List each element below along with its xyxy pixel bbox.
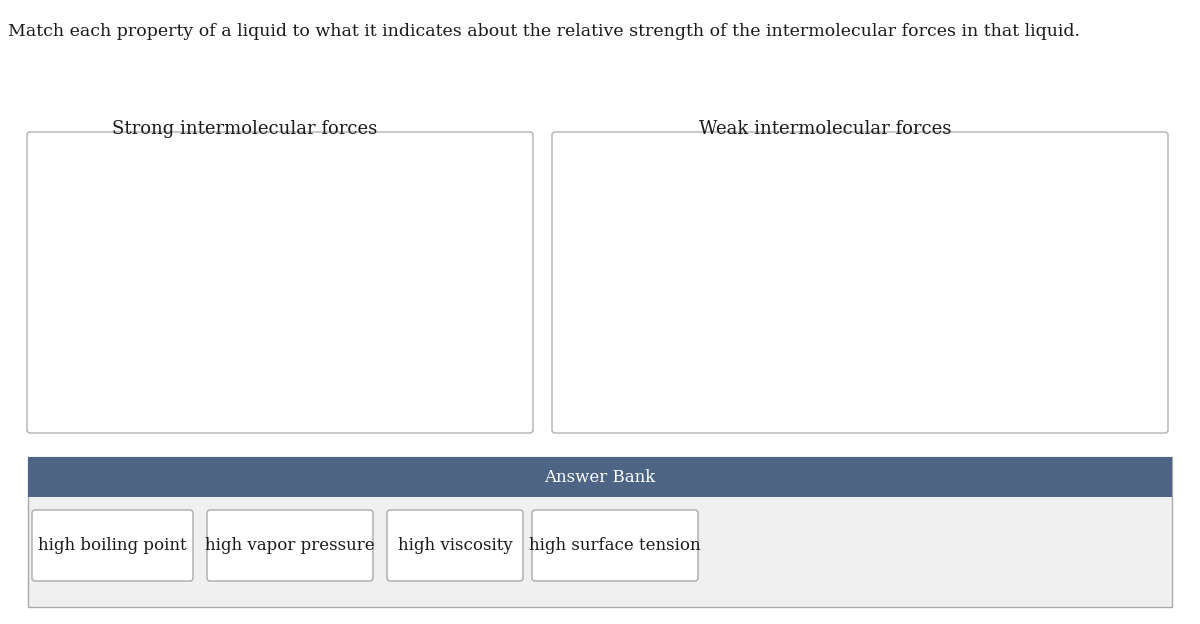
FancyBboxPatch shape (28, 457, 1172, 497)
FancyBboxPatch shape (386, 510, 523, 581)
FancyBboxPatch shape (32, 510, 193, 581)
FancyBboxPatch shape (28, 457, 1172, 607)
Text: high vapor pressure: high vapor pressure (205, 537, 374, 554)
FancyBboxPatch shape (552, 132, 1168, 433)
Text: high viscosity: high viscosity (397, 537, 512, 554)
Text: high surface tension: high surface tension (529, 537, 701, 554)
Text: Weak intermolecular forces: Weak intermolecular forces (698, 120, 952, 138)
Text: Strong intermolecular forces: Strong intermolecular forces (113, 120, 378, 138)
Text: high boiling point: high boiling point (38, 537, 187, 554)
FancyBboxPatch shape (208, 510, 373, 581)
Text: Match each property of a liquid to what it indicates about the relative strength: Match each property of a liquid to what … (8, 23, 1080, 40)
FancyBboxPatch shape (28, 132, 533, 433)
FancyBboxPatch shape (532, 510, 698, 581)
Text: Answer Bank: Answer Bank (545, 469, 655, 485)
